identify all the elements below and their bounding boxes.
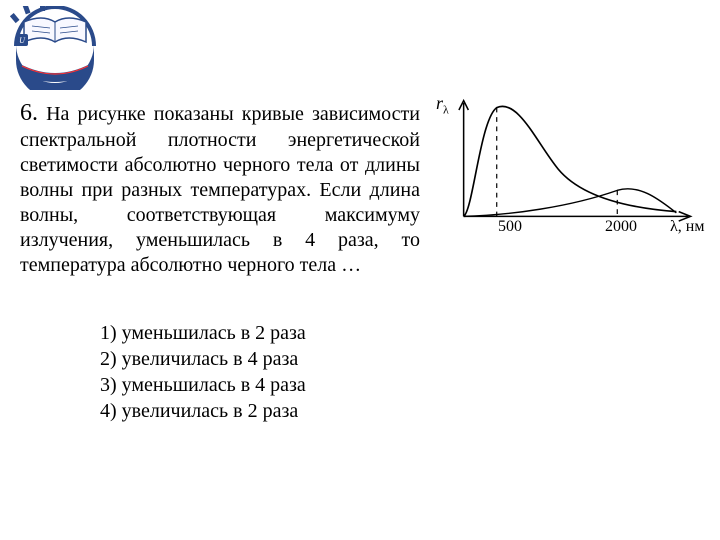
answer-option-3: 3) уменьшилась в 4 раза: [100, 372, 306, 398]
x-tick-500: 500: [498, 218, 522, 236]
x-tick-2000: 2000: [605, 218, 637, 236]
question-number: 6.: [20, 100, 38, 126]
university-logo: РГУПС U: [10, 6, 100, 90]
svg-text:РГУПС: РГУПС: [35, 46, 75, 60]
x-axis-label: λ, нм: [670, 218, 704, 236]
question-text: На рисунке показаны кривые зависимости с…: [20, 103, 420, 276]
blackbody-chart: [440, 98, 700, 258]
answer-option-2: 2) увеличилась в 4 раза: [100, 346, 306, 372]
answer-option-1: 1) уменьшилась в 2 раза: [100, 320, 306, 346]
answer-option-4: 4) увеличилась в 2 раза: [100, 398, 306, 424]
answer-options: 1) уменьшилась в 2 раза 2) увеличилась в…: [100, 320, 306, 424]
question-block: 6. На рисунке показаны кривые зависимост…: [20, 98, 420, 278]
